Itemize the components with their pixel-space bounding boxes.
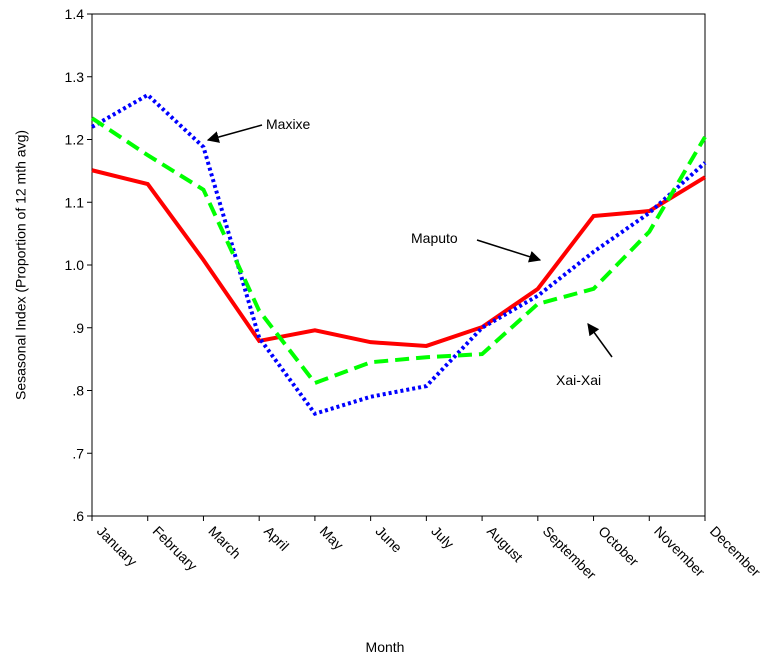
series-annotation: Maxixe: [266, 116, 311, 132]
y-tick-label: .9: [72, 320, 84, 336]
x-tick-label: October: [595, 523, 642, 570]
y-tick-label: .8: [72, 383, 84, 399]
series-annotation: Maputo: [411, 230, 458, 246]
y-tick-label: 1.2: [65, 132, 85, 148]
y-tick-label: 1.0: [65, 257, 85, 273]
x-tick-label: March: [205, 523, 244, 562]
x-tick-label: January: [94, 523, 141, 570]
x-tick-label: December: [707, 523, 764, 580]
x-tick-label: November: [651, 523, 708, 580]
y-tick-label: 1.3: [65, 69, 85, 85]
x-tick-label: April: [261, 523, 292, 554]
series-annotation: Xai-Xai: [556, 372, 601, 388]
annotation-arrow: [587, 323, 613, 358]
y-tick-label: .6: [72, 508, 84, 524]
x-tick-label: September: [540, 523, 600, 583]
annotation-arrow: [476, 239, 542, 263]
x-tick-label: February: [150, 523, 201, 574]
x-tick-label: May: [317, 523, 347, 553]
series-line: [91, 168, 707, 348]
y-tick-label: 1.4: [65, 6, 85, 22]
y-tick-label: 1.1: [65, 194, 85, 210]
plot-frame: [91, 13, 706, 517]
x-tick-label: June: [373, 523, 406, 556]
series-line: [90, 116, 707, 386]
annotation-arrow: [206, 124, 263, 143]
series-line: [91, 92, 707, 417]
y-tick-label: .7: [72, 445, 84, 461]
x-axis-label: Month: [366, 639, 405, 655]
x-tick-label: August: [484, 523, 526, 565]
y-axis-label: Sesasonal Index (Proportion of 12 mth av…: [13, 130, 29, 400]
x-tick-label: July: [428, 523, 457, 552]
